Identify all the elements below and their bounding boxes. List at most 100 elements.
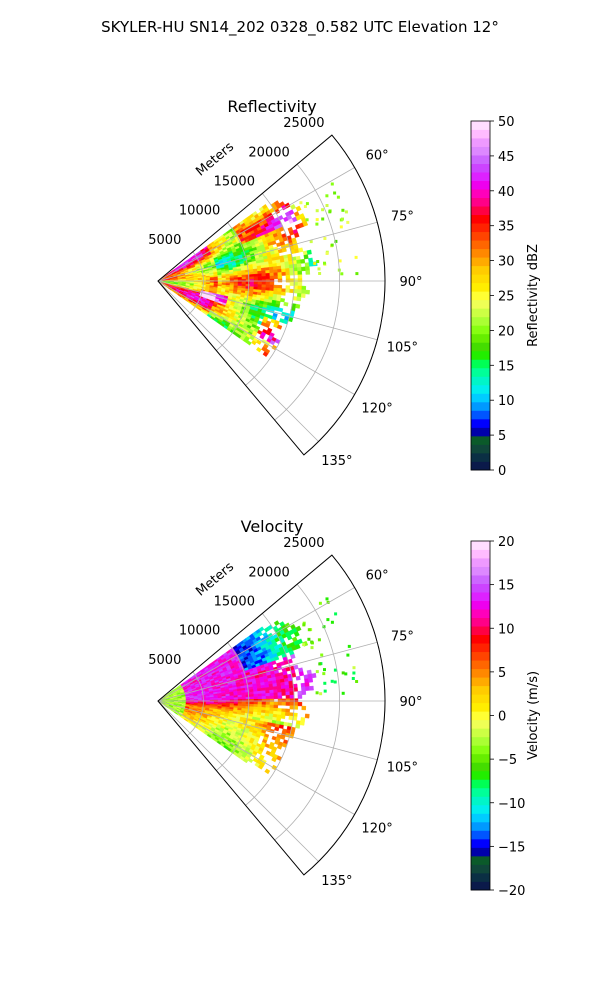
- colorbar-swatch: [471, 172, 490, 181]
- radar-cell: [308, 677, 314, 683]
- radar-cell: [323, 689, 327, 693]
- colorbar-swatch: [471, 813, 490, 823]
- range-ring: [245, 613, 295, 806]
- radar-cell: [249, 696, 255, 700]
- colorbar-tick-label: −15: [498, 840, 525, 855]
- azimuth-tick-label: 75°: [391, 630, 414, 645]
- radar-cell: [289, 698, 295, 703]
- radar-cell: [323, 681, 327, 685]
- radar-cell: [288, 264, 294, 269]
- radar-cell: [277, 688, 282, 693]
- radar-cell: [261, 690, 266, 694]
- radar-cell: [242, 758, 249, 764]
- radar-cell: [265, 275, 271, 280]
- radar-cell: [339, 225, 343, 229]
- radar-cell: [315, 218, 319, 222]
- azimuth-tick-label: 90°: [399, 695, 422, 710]
- colorbar-tick-label: 5: [498, 666, 506, 681]
- colorbar-swatch: [471, 299, 490, 309]
- radar-cell: [330, 620, 334, 624]
- colorbar-swatch: [471, 282, 490, 292]
- reflectivity-grid: [157, 134, 386, 456]
- radar-cell: [330, 243, 334, 247]
- colorbar-swatch: [471, 274, 490, 284]
- radar-cell: [273, 701, 279, 706]
- colorbar-swatch: [471, 214, 490, 224]
- radar-cell: [273, 620, 280, 627]
- radar-cell: [273, 689, 278, 694]
- colorbar-tick-label: 30: [498, 255, 515, 270]
- radar-cell: [257, 698, 263, 703]
- radar-cell: [257, 704, 263, 708]
- radar-cell: [269, 281, 275, 286]
- radar-cell: [221, 277, 227, 281]
- azimuth-tick-label: 60°: [366, 149, 389, 164]
- radar-cell: [269, 269, 274, 274]
- radar-cell: [302, 220, 309, 227]
- radar-cell: [269, 272, 275, 277]
- radar-cell: [347, 644, 351, 648]
- radar-cell: [313, 261, 317, 265]
- radar-cell: [317, 638, 321, 642]
- radial-tick-label: 25000: [283, 116, 324, 131]
- radar-cell: [346, 653, 350, 657]
- radar-cell: [265, 701, 271, 706]
- radar-cell: [261, 707, 267, 711]
- colorbar-swatch: [471, 384, 490, 394]
- colorbar-swatch: [471, 265, 490, 275]
- radar-cell: [290, 653, 296, 660]
- radar-cell: [245, 701, 251, 705]
- radar-cell: [289, 278, 295, 283]
- radar-cell: [341, 691, 345, 695]
- radar-cell: [277, 695, 283, 700]
- radar-cell: [301, 266, 306, 272]
- radar-cell: [277, 272, 283, 277]
- colorbar-tick-label: 10: [498, 394, 515, 409]
- radar-cell: [283, 301, 289, 307]
- radar-cell: [301, 289, 306, 295]
- radar-cell: [305, 270, 311, 275]
- radar-cell: [261, 273, 267, 277]
- radar-cell: [325, 252, 329, 255]
- radial-tick-label: 15000: [214, 175, 255, 190]
- range-ring: [274, 584, 340, 841]
- colorbar-swatch: [471, 745, 490, 755]
- radar-cell: [249, 276, 255, 280]
- radar-cell: [257, 278, 263, 283]
- radar-cell: [288, 715, 294, 721]
- radar-cell: [293, 631, 300, 638]
- colorbar-swatch: [471, 549, 490, 559]
- colorbar-swatch: [471, 367, 490, 377]
- azimuth-gridline: [157, 280, 355, 395]
- colorbar-tick-label: 15: [498, 579, 515, 594]
- radar-cell: [253, 276, 259, 280]
- radar-cell: [285, 694, 291, 700]
- colorbar-swatch: [471, 728, 490, 738]
- radar-cell: [261, 696, 267, 700]
- colorbar-swatch: [471, 881, 490, 891]
- colorbar-swatch: [471, 291, 490, 301]
- radar-cell: [249, 281, 255, 285]
- radar-cell: [277, 268, 282, 273]
- colorbar-swatch: [471, 821, 490, 831]
- colorbar-swatch: [471, 575, 490, 584]
- radar-cell: [253, 279, 259, 283]
- radar-cell: [297, 694, 303, 699]
- radar-cell: [289, 705, 295, 710]
- radar-cell: [241, 692, 247, 696]
- colorbar-tick-label: 20: [498, 535, 515, 550]
- azimuth-tick-label: 75°: [391, 210, 414, 225]
- colorbar-swatch: [471, 180, 490, 190]
- colorbar-swatch: [471, 316, 490, 326]
- radar-cell: [303, 205, 307, 208]
- radar-cell: [323, 668, 326, 672]
- radar-cell: [330, 182, 334, 186]
- colorbar-swatch: [471, 872, 490, 882]
- colorbar-swatch: [471, 350, 490, 360]
- azimuth-gridline: [157, 280, 319, 442]
- radar-cell: [323, 237, 327, 240]
- velocity-grid: [157, 554, 386, 876]
- radar-cell: [301, 690, 307, 695]
- radar-cell: [273, 692, 279, 697]
